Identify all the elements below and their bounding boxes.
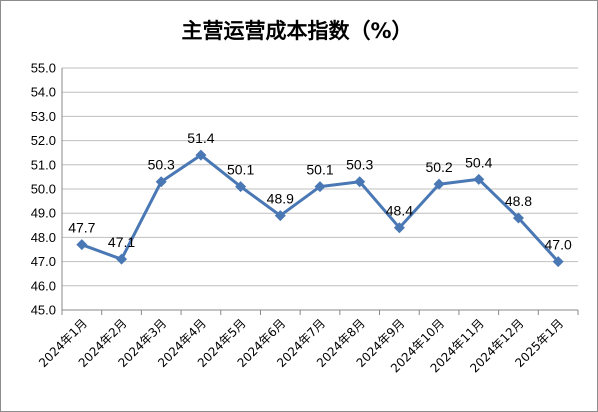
data-label: 47.7 bbox=[68, 220, 95, 236]
data-label: 50.3 bbox=[148, 157, 175, 173]
data-point-marker bbox=[473, 173, 485, 185]
data-point-marker bbox=[552, 256, 564, 268]
data-point-marker bbox=[274, 210, 286, 222]
data-label: 47.0 bbox=[545, 237, 572, 253]
chart-title: 主营运营成本指数（%） bbox=[181, 19, 412, 43]
y-tick-label: 47.0 bbox=[31, 254, 56, 269]
data-point-marker bbox=[354, 176, 366, 188]
data-label: 50.1 bbox=[306, 162, 333, 178]
data-label: 48.9 bbox=[267, 191, 294, 207]
data-label: 47.1 bbox=[108, 234, 135, 250]
data-point-marker bbox=[235, 181, 247, 193]
y-axis-tick-labels: 45.0 46.0 47.0 48.0 49.0 50.0 51.0 52.0 53.0 54.0… bbox=[31, 61, 56, 318]
data-point-marker bbox=[433, 178, 445, 190]
data-point-marker bbox=[393, 222, 405, 234]
y-tick-label: 48.0 bbox=[31, 230, 56, 245]
y-tick-label: 51.0 bbox=[31, 157, 56, 172]
data-label-layer: 47.7 47.1 50.3 51.4 50.1 48.9 50.1 50.3 48.4 50.2… bbox=[68, 130, 572, 252]
x-axis-tick-labels: 2024年1月2024年2月2024年3月2024年4月2024年5月2024年… bbox=[36, 316, 566, 375]
data-point-marker bbox=[512, 212, 524, 224]
axis-layer bbox=[61, 68, 579, 315]
y-tick-label: 54.0 bbox=[31, 85, 56, 100]
data-point-marker bbox=[76, 239, 88, 251]
data-point-marker bbox=[155, 176, 167, 188]
data-point-marker bbox=[314, 181, 326, 193]
data-point-marker bbox=[195, 149, 207, 161]
data-label: 48.8 bbox=[505, 193, 532, 209]
data-label: 51.4 bbox=[187, 130, 214, 146]
data-label: 50.4 bbox=[465, 154, 492, 170]
y-tick-label: 55.0 bbox=[31, 61, 56, 76]
data-point-marker bbox=[116, 253, 128, 265]
data-label: 50.2 bbox=[425, 159, 452, 175]
y-tick-label: 50.0 bbox=[31, 182, 56, 197]
y-tick-label: 46.0 bbox=[31, 278, 56, 293]
marker-layer bbox=[76, 149, 564, 268]
y-tick-label: 49.0 bbox=[31, 206, 56, 221]
y-tick-label: 52.0 bbox=[31, 133, 56, 148]
y-tick-label: 45.0 bbox=[31, 303, 56, 318]
data-label: 48.4 bbox=[386, 203, 413, 219]
data-label: 50.3 bbox=[346, 157, 373, 173]
data-label: 50.1 bbox=[227, 162, 254, 178]
y-tick-label: 53.0 bbox=[31, 109, 56, 124]
